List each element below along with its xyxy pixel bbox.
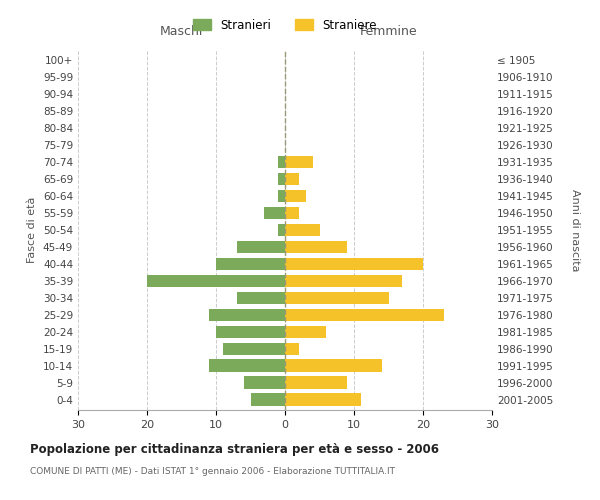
Y-axis label: Fasce di età: Fasce di età xyxy=(28,197,37,263)
Bar xyxy=(209,308,285,322)
Bar xyxy=(285,342,299,355)
Bar xyxy=(278,190,285,202)
Bar xyxy=(285,240,347,254)
Bar xyxy=(285,360,382,372)
Bar xyxy=(285,190,306,202)
Bar xyxy=(237,240,285,254)
Bar xyxy=(285,224,320,236)
Bar xyxy=(278,156,285,168)
Bar xyxy=(285,376,347,389)
Text: Popolazione per cittadinanza straniera per età e sesso - 2006: Popolazione per cittadinanza straniera p… xyxy=(30,442,439,456)
Bar xyxy=(285,258,423,270)
Bar xyxy=(278,172,285,186)
Bar xyxy=(285,156,313,168)
Y-axis label: Anni di nascita: Anni di nascita xyxy=(570,188,580,271)
Bar xyxy=(285,394,361,406)
Legend: Stranieri, Straniere: Stranieri, Straniere xyxy=(188,14,382,36)
Bar xyxy=(278,224,285,236)
Bar xyxy=(285,326,326,338)
Bar xyxy=(147,274,285,287)
Bar xyxy=(237,292,285,304)
Bar xyxy=(285,292,389,304)
Bar xyxy=(265,206,285,220)
Bar xyxy=(285,308,443,322)
Bar xyxy=(244,376,285,389)
Text: Femmine: Femmine xyxy=(359,25,418,38)
Text: COMUNE DI PATTI (ME) - Dati ISTAT 1° gennaio 2006 - Elaborazione TUTTITALIA.IT: COMUNE DI PATTI (ME) - Dati ISTAT 1° gen… xyxy=(30,468,395,476)
Bar xyxy=(251,394,285,406)
Bar xyxy=(285,274,402,287)
Bar xyxy=(223,342,285,355)
Bar xyxy=(285,172,299,186)
Bar xyxy=(216,326,285,338)
Bar xyxy=(216,258,285,270)
Bar xyxy=(285,206,299,220)
Text: Maschi: Maschi xyxy=(160,25,203,38)
Bar xyxy=(209,360,285,372)
